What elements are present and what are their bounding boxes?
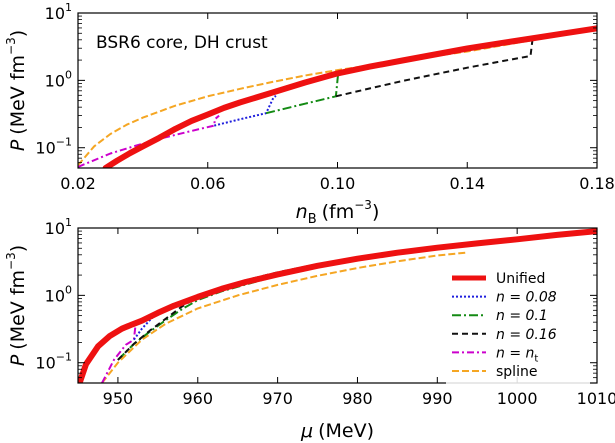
- series-line-n-n-t: [78, 114, 220, 168]
- y-tick-label: 101: [45, 1, 72, 23]
- legend-entry-n-nt: n = nt: [452, 345, 538, 364]
- legend-entry-spline: spline: [452, 364, 537, 380]
- x-tick-label: 960: [182, 389, 213, 408]
- x-tick-label: 950: [103, 389, 134, 408]
- series-line-spline: [101, 251, 466, 383]
- top-panel: 0.02 0.06 0.10 0.14 0.18 10−1 100 101 nB (fm−3) P(…: [4, 1, 615, 227]
- x-axis-label: nB (fm−3): [296, 198, 380, 227]
- x-tick-label: 0.06: [190, 174, 226, 193]
- plot-area: [78, 25, 597, 168]
- y-tick-label: 101: [45, 216, 72, 238]
- y-tick-label: 100: [45, 283, 72, 305]
- x-axis-label: μ (MeV): [300, 420, 374, 442]
- plot-area: [78, 228, 597, 383]
- x-tick-label: 0.18: [579, 174, 615, 193]
- y-tick-label: 10−1: [35, 136, 72, 158]
- legend-label: n = 0.16: [496, 327, 557, 343]
- legend-label: n = nt: [496, 345, 538, 364]
- legend-label: n = 0.1: [496, 308, 548, 324]
- series-line-unified: [102, 25, 597, 168]
- series-line-n-0-16: [335, 26, 597, 98]
- x-tick-label: 0.10: [320, 174, 356, 193]
- legend-entry-unified: Unified: [452, 271, 545, 287]
- x-tick-label: 0.14: [449, 174, 485, 193]
- legend-box: [446, 266, 590, 386]
- y-tick-label: 10−1: [35, 351, 72, 373]
- x-tick-label: 0.02: [60, 174, 96, 193]
- legend-entry-n-0-16: n = 0.16: [452, 327, 557, 343]
- x-tick-label: 1000: [497, 389, 538, 408]
- x-tick-label: 990: [422, 389, 453, 408]
- legend-entry-n-0-1: n = 0.1: [452, 308, 548, 324]
- y-axis-label: P(MeV fm−3): [4, 245, 29, 366]
- legend-label: n = 0.08: [496, 290, 557, 306]
- x-tick-label: 980: [342, 389, 373, 408]
- y-tick-label: 100: [45, 68, 72, 90]
- legend: Unified n = 0.08 n = 0.1 n = 0.16 n = ntspli…: [446, 266, 590, 386]
- legend-label: Unified: [496, 271, 545, 287]
- y-axis-label: P(MeV fm−3): [4, 30, 29, 151]
- chart-annotation: BSR6 core, DH crust: [96, 33, 268, 53]
- series-line-n-0-1: [117, 258, 358, 361]
- series-line-unified: [78, 228, 597, 383]
- legend-entry-n-0-08: n = 0.08: [452, 290, 557, 306]
- legend-label: spline: [496, 364, 537, 380]
- x-tick-label: 970: [262, 389, 293, 408]
- bottom-panel: 950 960 970 980 990 1000 1010 10−1 100 101 μ (MeV) P…: [4, 216, 615, 442]
- x-tick-label: 1010: [577, 389, 615, 408]
